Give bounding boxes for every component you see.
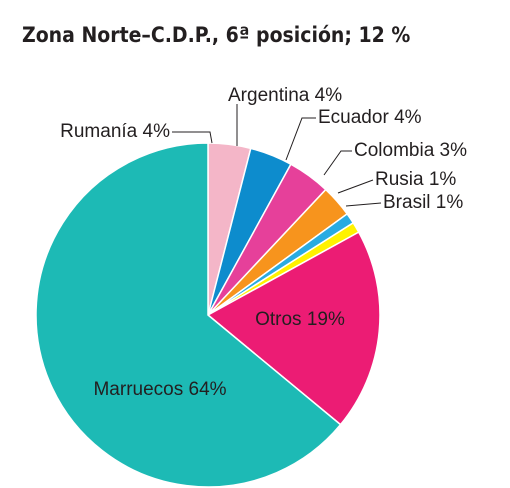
- pie-slice: [206, 231, 381, 426]
- value-label: 19%: [307, 309, 345, 330]
- leader-line: [285, 117, 316, 161]
- category-name: Marruecos: [93, 379, 183, 400]
- leader-line: [337, 179, 374, 194]
- category-name: Colombia: [354, 140, 435, 161]
- value-label: 4%: [143, 121, 171, 142]
- value-label: 4%: [315, 85, 343, 106]
- category-name: Brasil: [383, 192, 431, 213]
- leader-line: [172, 131, 213, 144]
- slice-label: Otros 19%: [255, 309, 345, 330]
- leader-line: [345, 202, 382, 207]
- category-name: Ecuador: [318, 107, 389, 128]
- category-name: Rusia: [375, 169, 424, 190]
- value-label: 3%: [440, 140, 468, 161]
- slice-label: Marruecos 64%: [93, 379, 226, 400]
- value-label: 1%: [429, 169, 457, 190]
- value-label: 64%: [189, 379, 227, 400]
- category-name: Argentina: [228, 85, 310, 106]
- slice-label: Rumanía 4%: [60, 121, 170, 142]
- slice-label: Rusia 1%: [375, 169, 456, 190]
- pie-slice: [35, 142, 342, 488]
- category-name: Rumanía: [60, 121, 138, 142]
- slice-label: Ecuador 4%: [318, 107, 422, 128]
- chart-title: Zona Norte–C.D.P., 6ª posición; 12 %: [22, 23, 410, 47]
- slice-label: Argentina 4%: [228, 85, 342, 106]
- category-name: Otros: [255, 309, 301, 330]
- slice-label: Brasil 1%: [383, 192, 463, 213]
- leader-line: [323, 150, 352, 176]
- value-label: 4%: [394, 107, 422, 128]
- value-label: 1%: [436, 192, 464, 213]
- slice-label: Colombia 3%: [354, 140, 467, 161]
